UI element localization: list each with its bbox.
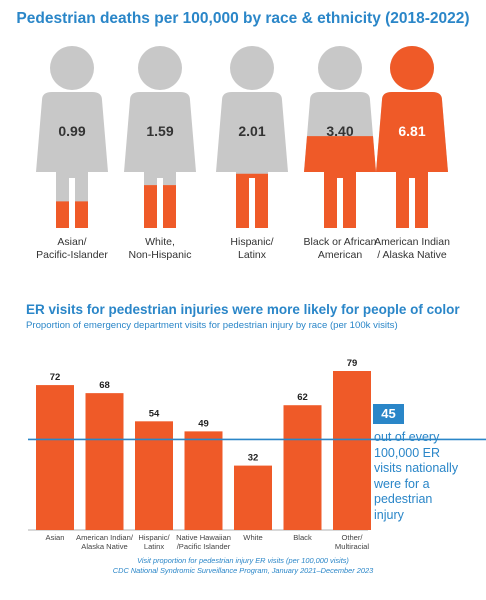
category-tick-label: Asian (46, 533, 65, 542)
average-description-line: out of every (374, 430, 440, 444)
average-value-badge: 45 (373, 404, 404, 424)
category-tick-label: Black (293, 533, 312, 542)
bar-value-label: 32 (248, 453, 259, 464)
source-note-2: CDC National Syndromic Surveillance Prog… (112, 566, 374, 575)
bar-value-label: 72 (50, 372, 61, 383)
chart-subtitle: Proportion of emergency department visit… (26, 320, 398, 331)
person-figure: 1.59 (124, 46, 196, 228)
category-tick-label: Native Hawaiian/Pacific Islander (176, 533, 231, 551)
average-description-line: were for a (374, 476, 430, 491)
person-figure: 3.40 (304, 46, 376, 228)
average-description: out of every 100,000 ER visits nationally w… (374, 430, 484, 523)
bar-value-label: 62 (297, 392, 308, 403)
person-figure: 0.99 (36, 46, 108, 228)
source-note-1: Visit proportion for pedestrian injury E… (137, 556, 349, 565)
category-tick-label: American Indian/Alaska Native (76, 533, 134, 551)
average-description-line: visits nationally (374, 461, 459, 475)
bar (234, 465, 272, 530)
average-description-line: pedestrian (374, 492, 433, 506)
figure-label: American Indian / Alaska Native (374, 236, 450, 261)
category-tick-label: Other/Multiracial (335, 533, 369, 551)
figure-label: Hispanic/Latinx (230, 236, 274, 261)
death-rate-value: 6.81 (398, 123, 425, 139)
bar (36, 385, 74, 530)
category-tick-label: White (243, 533, 262, 542)
bar (184, 431, 223, 530)
death-rate-value: 3.40 (326, 123, 353, 139)
figure-title: Pedestrian deaths per 100,000 by race & … (16, 10, 470, 27)
person-figure: 6.81 (376, 46, 448, 228)
pedestrian-deaths-figures: 0.99 1.59 2.01 3.40 6.81 (36, 46, 448, 228)
bar (135, 421, 173, 530)
person-figure: 2.01 (216, 46, 288, 228)
bar (283, 405, 322, 530)
average-description-line: 100,000 ER (374, 445, 441, 460)
figure-label: Asian/Pacific-Islander (36, 236, 108, 261)
category-tick-label: Hispanic/Latinx (138, 533, 170, 551)
average-description-line: injury (374, 507, 404, 522)
death-rate-value: 1.59 (146, 123, 173, 139)
bar (85, 393, 124, 530)
death-rate-value: 2.01 (238, 123, 265, 139)
bar (333, 371, 371, 530)
chart-title: ER visits for pedestrian injuries were m… (26, 302, 460, 317)
bar-value-label: 79 (347, 358, 358, 369)
bar-value-label: 54 (149, 408, 160, 419)
death-rate-value: 0.99 (58, 123, 85, 139)
figure-label: White, Non-Hispanic (128, 236, 192, 261)
bar-value-label: 49 (198, 418, 209, 429)
bar-value-label: 68 (99, 380, 110, 391)
figure-label: Black or African American (303, 236, 377, 261)
